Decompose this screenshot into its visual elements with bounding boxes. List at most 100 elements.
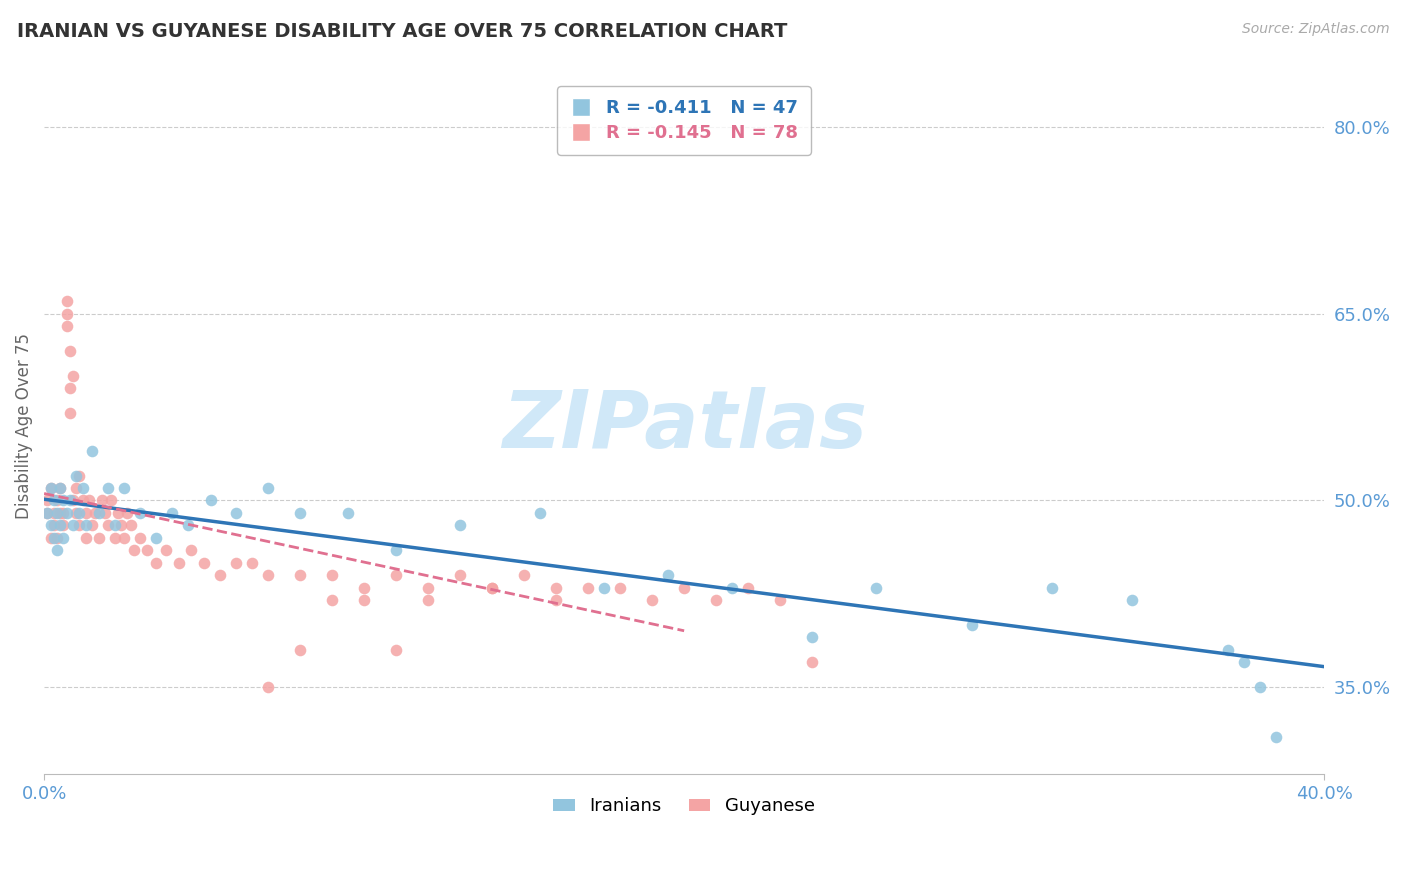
Point	[39, 518, 62, 533]
Point	[65, 481, 87, 495]
Point	[62, 518, 84, 533]
Point	[449, 568, 471, 582]
Point	[65, 468, 87, 483]
Point	[39, 481, 62, 495]
Point	[59, 406, 82, 420]
Point	[59, 381, 82, 395]
Point	[1218, 642, 1240, 657]
Point	[1249, 680, 1271, 694]
Point	[257, 481, 280, 495]
Point	[37, 506, 59, 520]
Point	[145, 531, 167, 545]
Point	[72, 481, 94, 495]
Point	[193, 556, 215, 570]
Point	[657, 568, 679, 582]
Point	[42, 531, 65, 545]
Point	[288, 506, 311, 520]
Point	[42, 493, 65, 508]
Point	[257, 568, 280, 582]
Point	[37, 493, 59, 508]
Point	[288, 568, 311, 582]
Point	[42, 506, 65, 520]
Point	[801, 655, 824, 669]
Point	[97, 481, 120, 495]
Point	[45, 493, 67, 508]
Point	[90, 493, 112, 508]
Point	[1265, 730, 1288, 744]
Point	[52, 518, 75, 533]
Point	[67, 506, 90, 520]
Point	[107, 506, 129, 520]
Point	[167, 556, 190, 570]
Point	[160, 506, 183, 520]
Point	[94, 506, 117, 520]
Point	[240, 556, 263, 570]
Point	[481, 581, 503, 595]
Point	[529, 506, 551, 520]
Point	[1040, 581, 1063, 595]
Point	[75, 531, 97, 545]
Point	[209, 568, 232, 582]
Point	[77, 493, 100, 508]
Point	[225, 556, 247, 570]
Point	[110, 518, 132, 533]
Point	[49, 481, 72, 495]
Point	[52, 531, 75, 545]
Point	[55, 307, 77, 321]
Point	[225, 506, 247, 520]
Point	[177, 518, 200, 533]
Point	[145, 556, 167, 570]
Point	[65, 506, 87, 520]
Point	[416, 581, 439, 595]
Point	[84, 506, 107, 520]
Point	[481, 581, 503, 595]
Point	[593, 581, 616, 595]
Point	[100, 493, 122, 508]
Text: ZIPatlas: ZIPatlas	[502, 387, 866, 465]
Point	[449, 518, 471, 533]
Point	[117, 506, 139, 520]
Point	[200, 493, 222, 508]
Point	[546, 581, 568, 595]
Point	[801, 630, 824, 644]
Point	[87, 531, 110, 545]
Point	[546, 593, 568, 607]
Point	[75, 518, 97, 533]
Point	[129, 506, 152, 520]
Point	[52, 506, 75, 520]
Point	[39, 531, 62, 545]
Point	[97, 518, 120, 533]
Point	[288, 642, 311, 657]
Point	[82, 518, 104, 533]
Y-axis label: Disability Age Over 75: Disability Age Over 75	[15, 333, 32, 519]
Point	[59, 493, 82, 508]
Point	[52, 493, 75, 508]
Point	[865, 581, 887, 595]
Point	[67, 518, 90, 533]
Point	[337, 506, 360, 520]
Point	[122, 543, 145, 558]
Point	[960, 617, 983, 632]
Point	[721, 581, 744, 595]
Point	[737, 581, 759, 595]
Point	[257, 680, 280, 694]
Point	[641, 593, 664, 607]
Point	[1121, 593, 1143, 607]
Text: Source: ZipAtlas.com: Source: ZipAtlas.com	[1241, 22, 1389, 37]
Point	[55, 294, 77, 309]
Point	[155, 543, 177, 558]
Point	[180, 543, 202, 558]
Point	[513, 568, 536, 582]
Point	[704, 593, 727, 607]
Point	[321, 593, 343, 607]
Point	[576, 581, 599, 595]
Point	[135, 543, 157, 558]
Legend: Iranians, Guyanese: Iranians, Guyanese	[544, 789, 824, 824]
Point	[39, 481, 62, 495]
Point	[45, 531, 67, 545]
Point	[385, 568, 408, 582]
Point	[129, 531, 152, 545]
Point	[55, 506, 77, 520]
Point	[609, 581, 631, 595]
Point	[353, 593, 375, 607]
